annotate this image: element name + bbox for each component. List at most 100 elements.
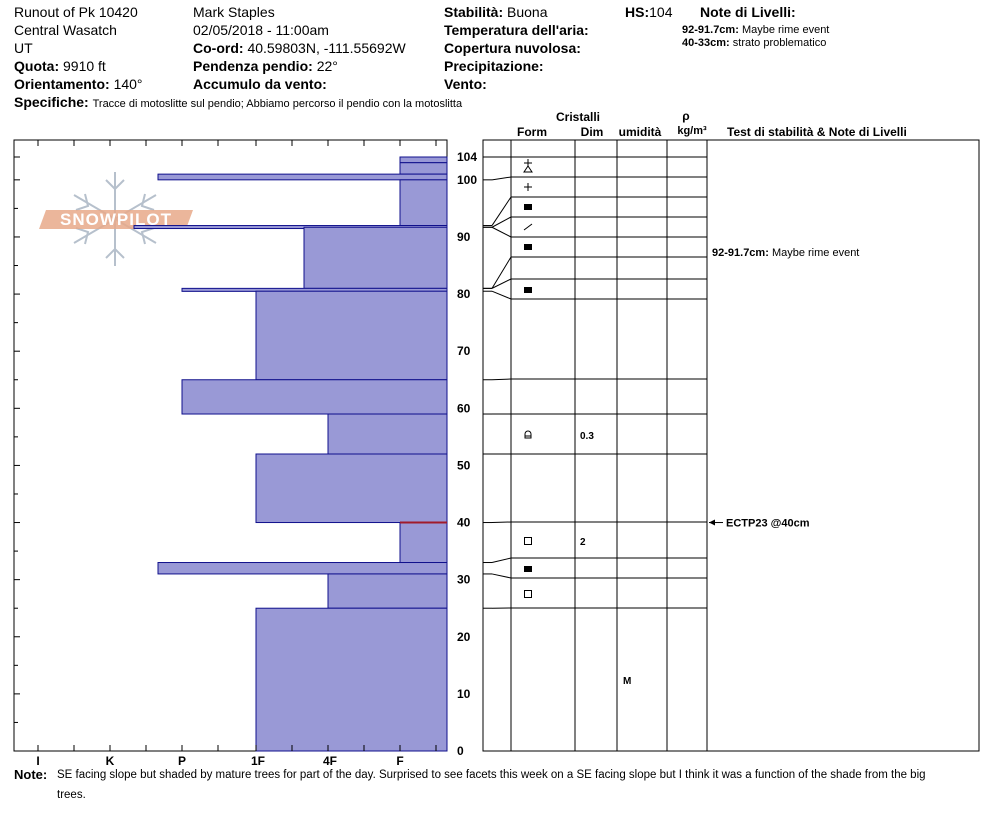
depth-connector bbox=[491, 290, 512, 300]
depth-label: 0 bbox=[457, 744, 464, 758]
slash-grain-icon bbox=[523, 223, 533, 231]
wind-loading-label: Accumulo da vento: bbox=[193, 76, 327, 92]
facet-grain-icon bbox=[524, 590, 532, 598]
facet-grain-icon bbox=[524, 537, 532, 545]
crystals-header: Cristalli bbox=[556, 110, 600, 124]
coord-label: Co-ord: bbox=[193, 40, 244, 56]
hardness-bar bbox=[255, 453, 448, 524]
hardness-bar bbox=[255, 607, 448, 752]
rounded-grain-icon bbox=[524, 566, 532, 572]
depth-connector bbox=[491, 278, 512, 289]
layer-table-rows bbox=[483, 156, 707, 609]
hardness-label: 4F bbox=[323, 754, 337, 768]
depth-label: 20 bbox=[457, 630, 471, 644]
depth-label: 70 bbox=[457, 344, 471, 358]
cloud-cover-label: Copertura nuvolosa: bbox=[444, 40, 581, 56]
hardness-bar bbox=[157, 562, 448, 575]
stability-label: Stabilità: bbox=[444, 4, 504, 20]
state: UT bbox=[14, 40, 33, 56]
wind-label: Vento: bbox=[444, 76, 487, 92]
slope-row: Pendenza pendio: 22° bbox=[193, 58, 338, 74]
hs-value: 104 bbox=[649, 4, 673, 20]
specifics-row: Specifiche: Tracce di motoslitte sul pen… bbox=[14, 94, 462, 112]
grain-size-label: 0.3 bbox=[580, 431, 594, 442]
hardness-bar bbox=[327, 413, 448, 455]
layer-annotation: 92-91.7cm: Maybe rime event bbox=[712, 247, 859, 259]
layer-notes-label: Note di Livelli: bbox=[700, 4, 796, 20]
hardness-bars bbox=[133, 156, 448, 752]
hardness-label: P bbox=[178, 754, 186, 768]
depth-label: 104 bbox=[457, 150, 477, 164]
slope-label: Pendenza pendio: bbox=[193, 58, 313, 74]
depth-connector bbox=[491, 557, 512, 564]
stability-value: Buona bbox=[507, 4, 548, 20]
elevation-value: 9910 ft bbox=[63, 58, 106, 74]
coord-value: 40.59803N, -111.55692W bbox=[247, 40, 406, 56]
layer-note-2-range: 40-33cm: bbox=[682, 37, 730, 49]
air-temp-label: Temperatura dell'aria: bbox=[444, 22, 589, 38]
note-line-2: trees. bbox=[57, 789, 86, 801]
hardness-bar bbox=[327, 573, 448, 609]
precip-label: Precipitazione: bbox=[444, 58, 544, 74]
layer-note-2-text: strato problematico bbox=[732, 37, 827, 49]
depth-label: 90 bbox=[457, 230, 471, 244]
form-header: Form bbox=[517, 125, 547, 139]
stability-row: Stabilità: Buona bbox=[444, 4, 548, 20]
hardness-bar bbox=[181, 379, 448, 415]
rounded-grain-icon bbox=[524, 287, 532, 293]
rounded-grain-icon bbox=[524, 204, 532, 210]
moisture-header: umidità bbox=[619, 125, 662, 139]
observer-name: Mark Staples bbox=[193, 4, 275, 20]
hs-row: HS:104 bbox=[625, 4, 672, 20]
hardness-axis: I K P 1F 4F F bbox=[36, 140, 437, 768]
layer-note-1: 92-91.7cm: Maybe rime event bbox=[682, 24, 829, 37]
location-name: Runout of Pk 10420 bbox=[14, 4, 138, 20]
melt-grain-icon bbox=[524, 430, 532, 439]
aspect-row: Orientamento: 140° bbox=[14, 76, 143, 92]
specifics-text: Tracce di motoslitte sul pendio; Abbiamo… bbox=[92, 98, 463, 110]
depth-connector bbox=[491, 226, 512, 238]
hardness-bar bbox=[157, 173, 448, 181]
hs-label: HS: bbox=[625, 4, 650, 20]
grain-size-label: 2 bbox=[580, 537, 586, 548]
rho-header: ρ bbox=[682, 109, 689, 123]
arrow-head-icon bbox=[709, 519, 715, 526]
slope-value: 22° bbox=[316, 58, 338, 74]
depth-label: 40 bbox=[457, 516, 471, 530]
hardness-bar bbox=[303, 226, 448, 289]
hardness-label: F bbox=[396, 754, 403, 768]
layer-annotations: 92-91.7cm: Maybe rime event ECTP23 @40cm bbox=[709, 247, 859, 530]
rounded-grain-icon bbox=[524, 244, 532, 250]
elevation-label: Quota: bbox=[14, 58, 60, 74]
layer-note-1-range: 92-91.7cm: bbox=[682, 24, 739, 36]
density-unit-header: kg/m³ bbox=[677, 125, 707, 137]
depth-connector bbox=[491, 216, 512, 228]
layer-annotation-range: 92-91.7cm: bbox=[712, 247, 772, 259]
snowpilot-logo: SNOWPILOT bbox=[39, 172, 193, 266]
depth-label: 80 bbox=[457, 287, 471, 301]
aspect-value: 140° bbox=[113, 76, 143, 92]
depth-connector bbox=[491, 521, 512, 524]
hardness-bar bbox=[255, 290, 448, 381]
layer-table-frame bbox=[482, 139, 980, 752]
depth-label: 50 bbox=[457, 458, 471, 472]
depth-connector bbox=[491, 573, 512, 579]
hardness-bar bbox=[399, 179, 448, 227]
hardness-bar bbox=[399, 156, 448, 164]
dim-header: Dim bbox=[581, 125, 604, 139]
layer-annotation-text: Maybe rime event bbox=[772, 247, 859, 259]
hardness-bar bbox=[399, 162, 448, 175]
coord-row: Co-ord: 40.59803N, -111.55692W bbox=[193, 40, 406, 56]
hardness-label: 1F bbox=[251, 754, 265, 768]
moisture-label: M bbox=[623, 676, 631, 687]
depth-hoar-icon bbox=[523, 165, 533, 173]
stability-test-label: ECTP23 @40cm bbox=[726, 518, 810, 530]
grain-symbols: 0.3 2 M bbox=[523, 159, 631, 687]
depth-label: 100 bbox=[457, 173, 477, 187]
layer-note-2: 40-33cm: strato problematico bbox=[682, 37, 826, 50]
hardness-bar bbox=[399, 522, 448, 564]
depth-label: 30 bbox=[457, 573, 471, 587]
depth-connector bbox=[491, 256, 512, 289]
mountain-range: Central Wasatch bbox=[14, 22, 117, 38]
